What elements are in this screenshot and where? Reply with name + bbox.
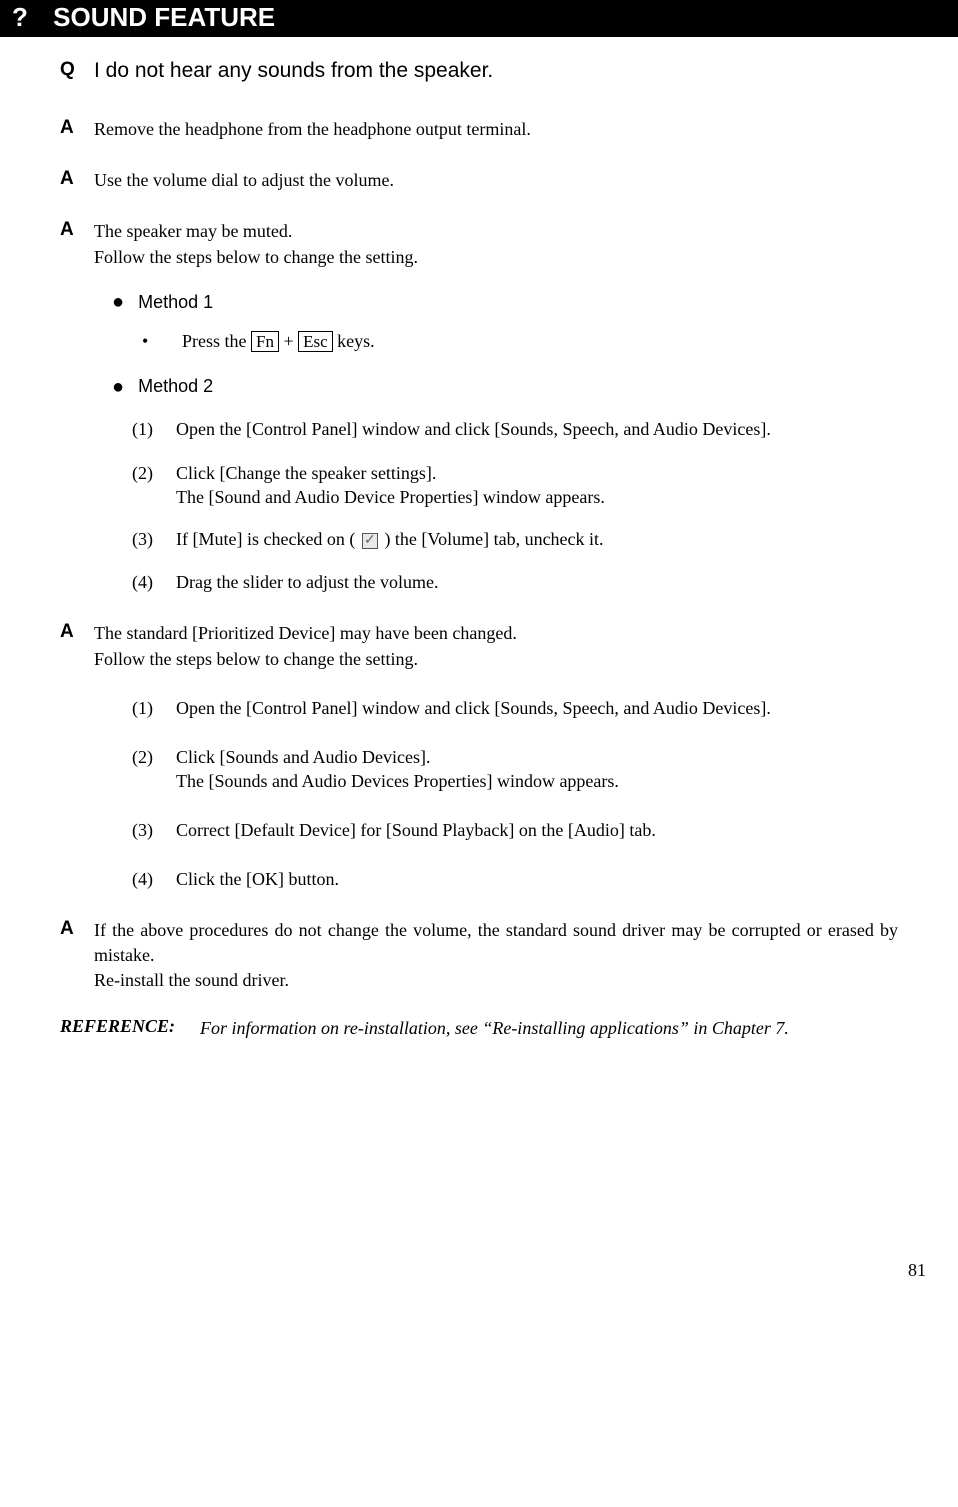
method-heading: ● Method 2 [112, 374, 898, 399]
step-num: (4) [132, 867, 176, 892]
header-title: SOUND FEATURE [53, 2, 275, 32]
method-block: ● Method 1 • Press the Fn + Esc keys. [112, 290, 898, 354]
step-num: (1) [132, 696, 176, 721]
method-block: ● Method 2 (1) Open the [Control Panel] … [112, 374, 898, 595]
answer-row: A Use the volume dial to adjust the volu… [60, 168, 898, 193]
header-qmark: ? [12, 2, 28, 32]
esc-key: Esc [298, 331, 333, 352]
page-number: 81 [0, 1260, 958, 1281]
step-text: Open the [Control Panel] window and clic… [176, 417, 898, 442]
answer-intro-line1: The standard [Prioritized Device] may ha… [94, 621, 898, 646]
answer-text: Use the volume dial to adjust the volume… [94, 168, 898, 193]
answer-intro-line2: Follow the steps below to change the set… [94, 647, 898, 672]
press-prefix: Press the [182, 331, 251, 351]
step-row: (2) Click [Change the speaker settings].… [132, 461, 898, 510]
step-text: Click the [OK] button. [176, 867, 898, 892]
method1-step: • Press the Fn + Esc keys. [142, 329, 898, 354]
answer-body: The standard [Prioritized Device] may ha… [94, 621, 898, 892]
method-title: Method 2 [138, 374, 213, 399]
question-row: Q I do not hear any sounds from the spea… [60, 59, 898, 83]
answer-row: A The standard [Prioritized Device] may … [60, 621, 898, 892]
step-line2: The [Sound and Audio Device Properties] … [176, 485, 898, 509]
step-row: (3) If [Mute] is checked on ( ) the [Vol… [132, 527, 898, 552]
method1-text: Press the Fn + Esc keys. [182, 329, 375, 354]
step-num: (1) [132, 417, 176, 442]
question-text: I do not hear any sounds from the speake… [94, 59, 898, 83]
a4-steps: (1) Open the [Control Panel] window and … [132, 696, 898, 892]
bullet-icon: ● [112, 377, 124, 397]
step-text: Correct [Default Device] for [Sound Play… [176, 818, 898, 843]
mute-pre: If [Mute] is checked on ( [176, 529, 360, 549]
step-text: If [Mute] is checked on ( ) the [Volume]… [176, 527, 898, 552]
step-row: (4) Click the [OK] button. [132, 867, 898, 892]
small-bullet: • [142, 329, 182, 354]
bullet-icon: ● [112, 292, 124, 312]
step-num: (3) [132, 527, 176, 552]
method-title: Method 1 [138, 290, 213, 315]
question-label: Q [60, 59, 94, 83]
reference-label: REFERENCE: [60, 1016, 200, 1040]
step-row: (2) Click [Sounds and Audio Devices]. Th… [132, 745, 898, 794]
fn-key: Fn [251, 331, 279, 352]
method-heading: ● Method 1 [112, 290, 898, 315]
step-line2: The [Sounds and Audio Devices Properties… [176, 769, 898, 793]
answer-intro-line1: The speaker may be muted. [94, 219, 898, 244]
step-text: Click [Change the speaker settings]. The… [176, 461, 898, 510]
step-text: Drag the slider to adjust the volume. [176, 570, 898, 595]
step-text: Open the [Control Panel] window and clic… [176, 696, 898, 721]
step-row: (1) Open the [Control Panel] window and … [132, 417, 898, 442]
step-num: (2) [132, 745, 176, 794]
answer-label: A [60, 168, 94, 193]
answer-row: A Remove the headphone from the headphon… [60, 117, 898, 142]
step-line1: Click [Sounds and Audio Devices]. [176, 745, 898, 769]
answer-intro-line2: Follow the steps below to change the set… [94, 245, 898, 270]
step-row: (3) Correct [Default Device] for [Sound … [132, 818, 898, 843]
answer-text: Remove the headphone from the headphone … [94, 117, 898, 142]
answer-label: A [60, 117, 94, 142]
answer-body: The speaker may be muted. Follow the ste… [94, 219, 898, 595]
answer-row: A The speaker may be muted. Follow the s… [60, 219, 898, 595]
step-num: (2) [132, 461, 176, 510]
answer-body: If the above procedures do not change th… [94, 918, 898, 994]
checkbox-icon [362, 533, 378, 549]
step-row: (1) Open the [Control Panel] window and … [132, 696, 898, 721]
answer-justify: If the above procedures do not change th… [94, 918, 898, 968]
press-suffix: keys. [333, 331, 375, 351]
step-line1: Click [Change the speaker settings]. [176, 461, 898, 485]
key-sep: + [279, 331, 298, 351]
section-header: ? SOUND FEATURE [0, 0, 958, 37]
step-num: (4) [132, 570, 176, 595]
answer-label: A [60, 918, 94, 994]
page-content: Q I do not hear any sounds from the spea… [0, 59, 958, 1040]
step-text: Click [Sounds and Audio Devices]. The [S… [176, 745, 898, 794]
reference-row: REFERENCE: For information on re-install… [60, 1016, 898, 1040]
step-row: (4) Drag the slider to adjust the volume… [132, 570, 898, 595]
step-num: (3) [132, 818, 176, 843]
answer-row: A If the above procedures do not change … [60, 918, 898, 994]
mute-post: ) the [Volume] tab, uncheck it. [380, 529, 604, 549]
answer-label: A [60, 621, 94, 892]
answer-line2: Re-install the sound driver. [94, 968, 898, 993]
reference-text: For information on re-installation, see … [200, 1016, 898, 1040]
method2-steps: (1) Open the [Control Panel] window and … [132, 417, 898, 595]
answer-label: A [60, 219, 94, 595]
